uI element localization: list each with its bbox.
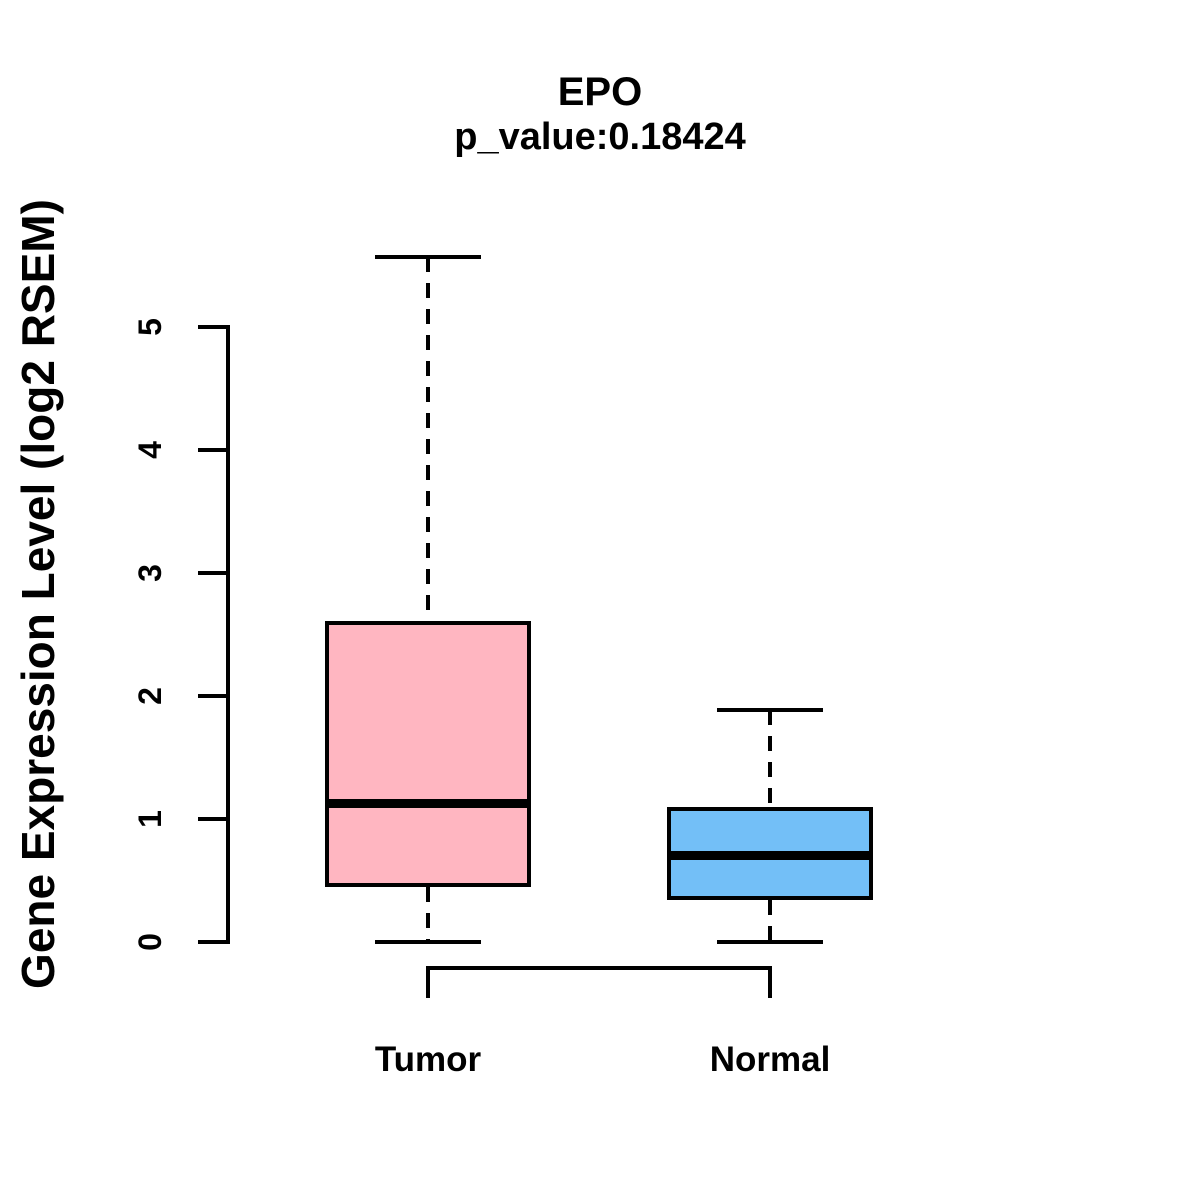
whisker-cap-upper bbox=[375, 254, 481, 259]
y-axis-tick bbox=[198, 940, 226, 944]
whisker-lower bbox=[426, 886, 430, 942]
y-axis-tick bbox=[198, 694, 226, 698]
median-line bbox=[325, 798, 531, 808]
x-axis-tick bbox=[768, 966, 772, 998]
y-axis-line bbox=[226, 325, 230, 944]
chart-subtitle: p_value:0.18424 bbox=[454, 116, 746, 158]
box-tumor bbox=[325, 620, 531, 887]
y-axis-tick-label: 3 bbox=[131, 564, 168, 582]
whisker-upper bbox=[768, 709, 772, 807]
median-line bbox=[667, 851, 873, 861]
whisker-cap-upper bbox=[717, 707, 823, 712]
whisker-cap-lower bbox=[375, 940, 481, 944]
whisker-lower bbox=[768, 900, 772, 942]
chart-title: EPO bbox=[557, 70, 643, 114]
y-axis-tick bbox=[198, 448, 226, 452]
whisker-upper bbox=[426, 256, 430, 621]
y-axis-tick-label: 0 bbox=[131, 933, 168, 951]
y-axis-tick-label: 1 bbox=[131, 810, 168, 828]
x-category-label: Normal bbox=[709, 1040, 831, 1079]
x-axis-tick bbox=[426, 966, 430, 998]
y-axis-tick bbox=[198, 325, 226, 329]
x-axis-line bbox=[426, 966, 772, 970]
whisker-cap-lower bbox=[717, 940, 823, 944]
y-axis-tick-label: 4 bbox=[131, 441, 168, 459]
y-axis-tick bbox=[198, 817, 226, 821]
y-axis-tick-label: 5 bbox=[131, 318, 168, 336]
x-category-label: Tumor bbox=[374, 1040, 482, 1079]
y-axis-tick bbox=[198, 571, 226, 575]
y-axis-tick-label: 2 bbox=[131, 687, 168, 705]
